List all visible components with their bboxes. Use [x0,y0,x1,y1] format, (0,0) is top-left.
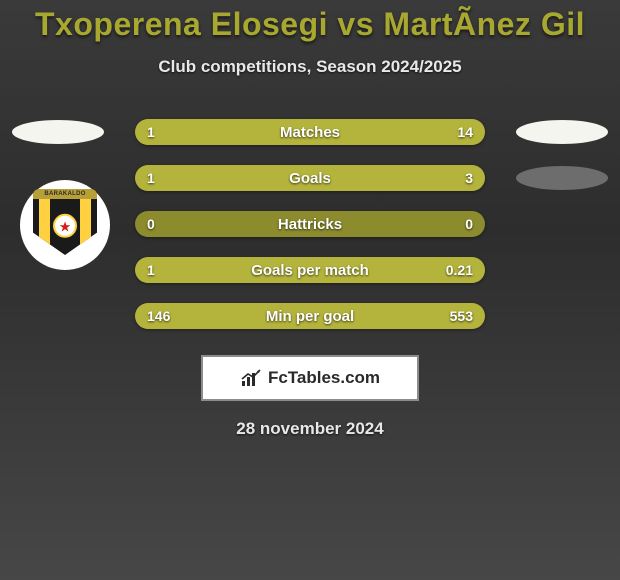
stat-label: Min per goal [135,303,485,329]
stat-label: Matches [135,119,485,145]
player-badge-right [516,120,608,144]
stat-bar: 13Goals [135,165,485,191]
chart-icon [240,369,262,387]
player-badge-left [12,120,104,144]
date-text: 28 november 2024 [236,419,383,439]
page-title: Txoperena Elosegi vs MartÃnez Gil [35,6,585,43]
player-badge-right [516,166,608,190]
stat-label: Goals per match [135,257,485,283]
stat-bar: 00Hattricks [135,211,485,237]
brand-tag: FcTables.com [201,355,419,401]
stat-bar: 114Matches [135,119,485,145]
page-subtitle: Club competitions, Season 2024/2025 [158,57,461,77]
stat-row: 146553Min per goal [0,303,620,329]
stat-row: 114Matches [0,119,620,145]
stat-row: 00Hattricks [0,211,620,237]
stat-bar: 146553Min per goal [135,303,485,329]
stat-row: 10.21Goals per match [0,257,620,283]
stat-label: Hattricks [135,211,485,237]
infographic-container: Txoperena Elosegi vs MartÃnez Gil Club c… [0,0,620,580]
brand-text: FcTables.com [268,368,380,388]
stat-label: Goals [135,165,485,191]
stat-bar: 10.21Goals per match [135,257,485,283]
comparison-chart: 114Matches 13Goals 00Hattricks 10.21Goals p… [0,119,620,349]
stat-row: 13Goals [0,165,620,191]
